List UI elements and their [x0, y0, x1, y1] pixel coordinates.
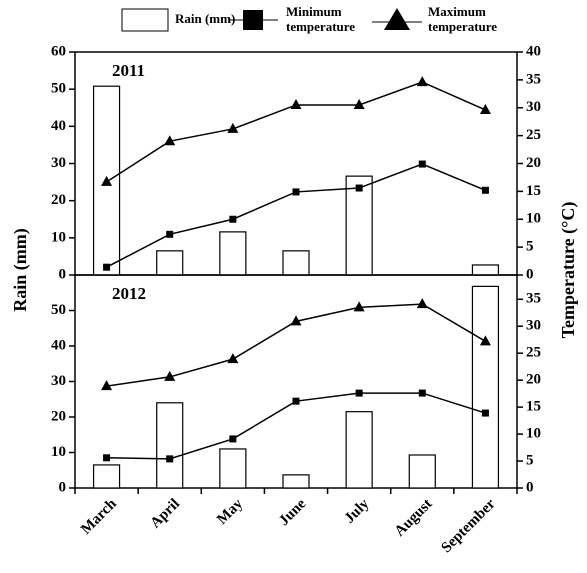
y-tick-label: 60 [51, 43, 66, 59]
x-tick-label: May [214, 496, 246, 528]
y-tick-label: 50 [51, 302, 66, 318]
marker [164, 370, 176, 381]
marker [103, 454, 111, 462]
y-axis-label: Rain (mm) [10, 228, 31, 312]
marker [355, 389, 363, 397]
bar [345, 411, 373, 489]
y-tick-label: 40 [51, 118, 66, 134]
y2-tick-label: 20 [526, 372, 541, 388]
marker [290, 315, 302, 326]
y2-tick-label: 40 [526, 43, 541, 59]
y-tick-label: 20 [51, 192, 66, 208]
y2-tick-label: 30 [526, 318, 541, 334]
y2-tick-label: 20 [526, 155, 541, 171]
y-tick-label: 20 [51, 408, 66, 424]
legend-marker [384, 8, 410, 30]
bar [92, 464, 121, 489]
legend-label: Maximum temperature [428, 4, 497, 34]
marker [292, 397, 300, 405]
y2-tick-label: 15 [526, 183, 541, 199]
marker [418, 389, 426, 397]
y2-tick-label: 15 [526, 399, 541, 415]
y2-tick-label: 35 [526, 291, 541, 307]
marker [101, 175, 113, 186]
marker [353, 98, 365, 109]
bar [471, 264, 500, 276]
marker [166, 230, 174, 238]
y2-tick-label: 0 [526, 479, 534, 495]
x-tick-label: September [438, 496, 498, 556]
y-tick-label: 30 [51, 373, 66, 389]
marker [416, 298, 428, 309]
plot-frame [74, 51, 518, 276]
y-tick-label: 40 [51, 337, 66, 353]
marker [290, 98, 302, 109]
marker [166, 455, 174, 463]
bar [156, 402, 184, 489]
marker [479, 103, 491, 114]
bar [408, 454, 436, 489]
marker [164, 135, 176, 146]
marker [355, 184, 363, 192]
x-tick-label: July [342, 496, 373, 527]
x-tick-label: June [276, 496, 309, 529]
marker [227, 353, 239, 364]
y-tick-label: 50 [51, 81, 66, 97]
y2-tick-label: 10 [526, 426, 541, 442]
bar [219, 448, 247, 489]
marker [418, 160, 426, 168]
y2-axis-label: Temperature (°C) [558, 202, 579, 339]
bar [345, 175, 373, 276]
bar [282, 474, 310, 489]
bar [471, 285, 500, 489]
x-tick-label: March [78, 495, 120, 537]
y2-tick-label: 5 [526, 452, 534, 468]
marker [479, 335, 491, 346]
y2-tick-label: 10 [526, 211, 541, 227]
legend-label: Rain (mm) [175, 11, 235, 26]
marker [227, 122, 239, 133]
marker [101, 380, 113, 391]
marker [292, 188, 300, 196]
y2-tick-label: 30 [526, 99, 541, 115]
y2-tick-label: 25 [526, 127, 541, 143]
legend-bar-swatch [121, 8, 169, 32]
bar [282, 250, 310, 276]
y-tick-label: 0 [59, 479, 67, 495]
bar [219, 231, 247, 276]
panel-title: 2012 [112, 284, 146, 303]
y2-tick-label: 5 [526, 239, 534, 255]
marker [103, 263, 111, 271]
legend-marker [243, 10, 263, 30]
y-tick-label: 10 [51, 229, 66, 245]
bar [156, 250, 184, 276]
y2-tick-label: 0 [526, 266, 534, 282]
marker [229, 435, 237, 443]
legend-label: Minimum temperature [286, 4, 355, 34]
panel-title: 2011 [112, 61, 145, 80]
marker [481, 409, 489, 417]
marker [353, 301, 365, 312]
y-tick-label: 10 [51, 444, 66, 460]
marker [481, 186, 489, 194]
y2-tick-label: 25 [526, 345, 541, 361]
y-tick-label: 0 [59, 266, 67, 282]
y-tick-label: 30 [51, 155, 66, 171]
x-tick-label: April [147, 496, 182, 531]
x-tick-label: August [392, 496, 436, 540]
marker [229, 215, 237, 223]
marker [416, 76, 428, 87]
y2-tick-label: 35 [526, 71, 541, 87]
